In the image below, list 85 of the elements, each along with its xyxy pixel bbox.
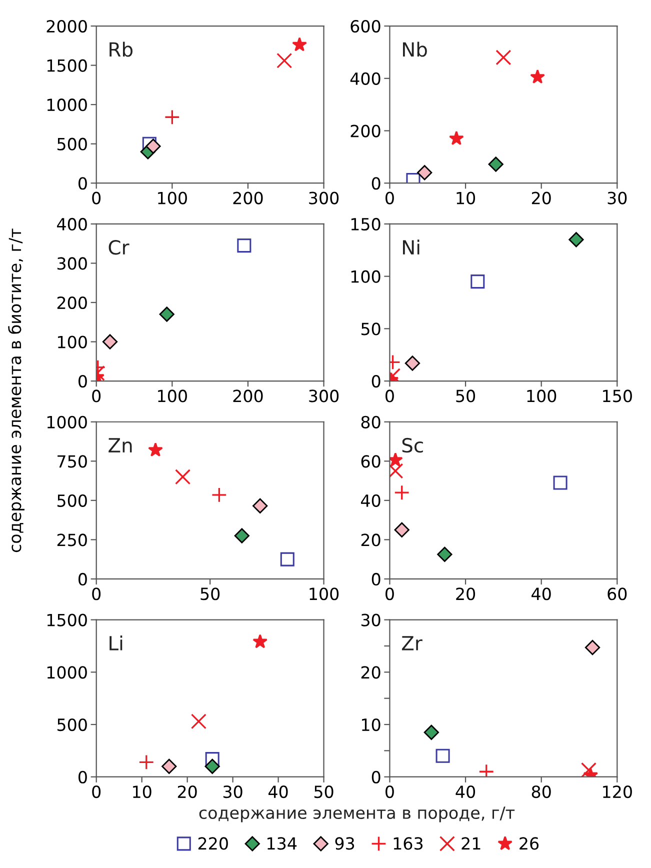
y-tick-label: 0	[78, 177, 87, 190]
y-tick-label: 2000	[46, 20, 87, 33]
x-tick-label: 30	[608, 192, 627, 204]
x-tick-label: 40	[268, 785, 288, 798]
y-tick-label: 150	[351, 218, 380, 231]
legend-label: 93	[335, 837, 354, 850]
x-tick-label: 50	[314, 785, 334, 798]
y-tick-label: 200	[350, 124, 380, 138]
y-tick-label: 750	[58, 455, 87, 468]
x-tick-label: 0	[386, 192, 394, 204]
x-tick-label: 0	[386, 390, 394, 402]
x-tick-label: 0	[92, 588, 101, 600]
text: Nb	[403, 42, 427, 57]
x-tick-label: 60	[608, 588, 627, 600]
x-tick-label: 50	[456, 390, 476, 402]
text: Cr	[108, 240, 130, 255]
text: Sc	[402, 438, 423, 453]
y-tick-label: 600	[350, 20, 380, 33]
x-tick-label: 0	[386, 785, 394, 798]
x-tick-label: 0	[92, 390, 101, 402]
x-tick-label: 200	[233, 390, 263, 402]
y-tick-label: 500	[57, 718, 87, 732]
x-tick-label: 120	[603, 785, 632, 798]
text: Zn	[108, 438, 132, 452]
x-axis-title: содержание элемента в породе, г/т	[199, 806, 515, 822]
x-tick-label: 80	[532, 785, 551, 798]
x-tick-label: 200	[233, 192, 263, 204]
x-tick-label: 0	[92, 192, 101, 204]
y-tick-label: 0	[78, 770, 87, 784]
legend-label: 220	[198, 837, 228, 850]
y-tick-label: 30	[361, 614, 380, 626]
y-tick-label: 1000	[47, 416, 87, 428]
y-tick-label: 10	[362, 718, 380, 732]
y-tick-label: 1000	[47, 666, 87, 679]
x-tick-label: 300	[309, 192, 339, 204]
x-tick-label: 10	[133, 785, 152, 798]
x-tick-label: 40	[456, 785, 476, 798]
y-tick-label: 60	[361, 455, 380, 468]
y-tick-label: 0	[78, 374, 87, 388]
y-tick-label: 0	[372, 374, 380, 388]
y-tick-label: 100	[351, 270, 380, 283]
y-tick-label: 500	[57, 138, 87, 150]
y-tick-label: 500	[57, 494, 87, 507]
y-tick-label: 40	[361, 494, 380, 507]
y-axis-title: содержание элемента в биотите, г/т	[8, 228, 24, 552]
y-tick-label: 20	[361, 666, 380, 679]
y-tick-label: 0	[78, 572, 87, 586]
text: Zr	[402, 636, 422, 650]
x-tick-label: 300	[309, 390, 339, 402]
text: Ni	[403, 240, 420, 254]
y-tick-label: 80	[361, 416, 380, 428]
x-tick-label: 0	[386, 588, 394, 600]
y-tick-label: 50	[361, 322, 380, 336]
x-tick-label: 50	[200, 588, 220, 600]
legend-label: 163	[394, 837, 423, 850]
x-tick-label: 100	[310, 588, 339, 600]
y-tick-label: 400	[350, 72, 380, 85]
x-tick-label: 100	[158, 192, 187, 204]
x-tick-label: 40	[532, 588, 551, 600]
x-tick-label: 20	[532, 192, 551, 204]
y-tick-label: 200	[57, 296, 87, 310]
y-tick-label: 0	[372, 177, 380, 190]
y-tick-label: 300	[57, 257, 87, 270]
y-tick-label: 250	[57, 534, 87, 546]
y-tick-label: 100	[58, 336, 87, 348]
y-tick-label: 1500	[47, 614, 87, 626]
legend-label: 134	[268, 837, 297, 850]
y-tick-label: 20	[361, 534, 380, 546]
y-tick-label: 1500	[47, 59, 87, 72]
y-tick-label: 1000	[47, 98, 87, 112]
x-tick-label: 100	[527, 390, 556, 402]
y-tick-label: 400	[57, 218, 87, 231]
x-tick-label: 20	[178, 785, 197, 798]
x-tick-label: 10	[456, 192, 476, 204]
x-tick-label: 30	[223, 785, 242, 798]
x-tick-label: 100	[158, 390, 187, 402]
text: Rb	[110, 42, 133, 57]
y-tick-label: 0	[372, 572, 380, 586]
y-tick-label: 0	[372, 770, 380, 784]
x-tick-label: 20	[456, 588, 476, 600]
legend-label: 21	[462, 837, 480, 850]
text: Li	[110, 635, 122, 650]
legend-label: 26	[520, 837, 539, 850]
x-tick-label: 150	[603, 390, 632, 402]
x-tick-label: 0	[92, 785, 101, 798]
